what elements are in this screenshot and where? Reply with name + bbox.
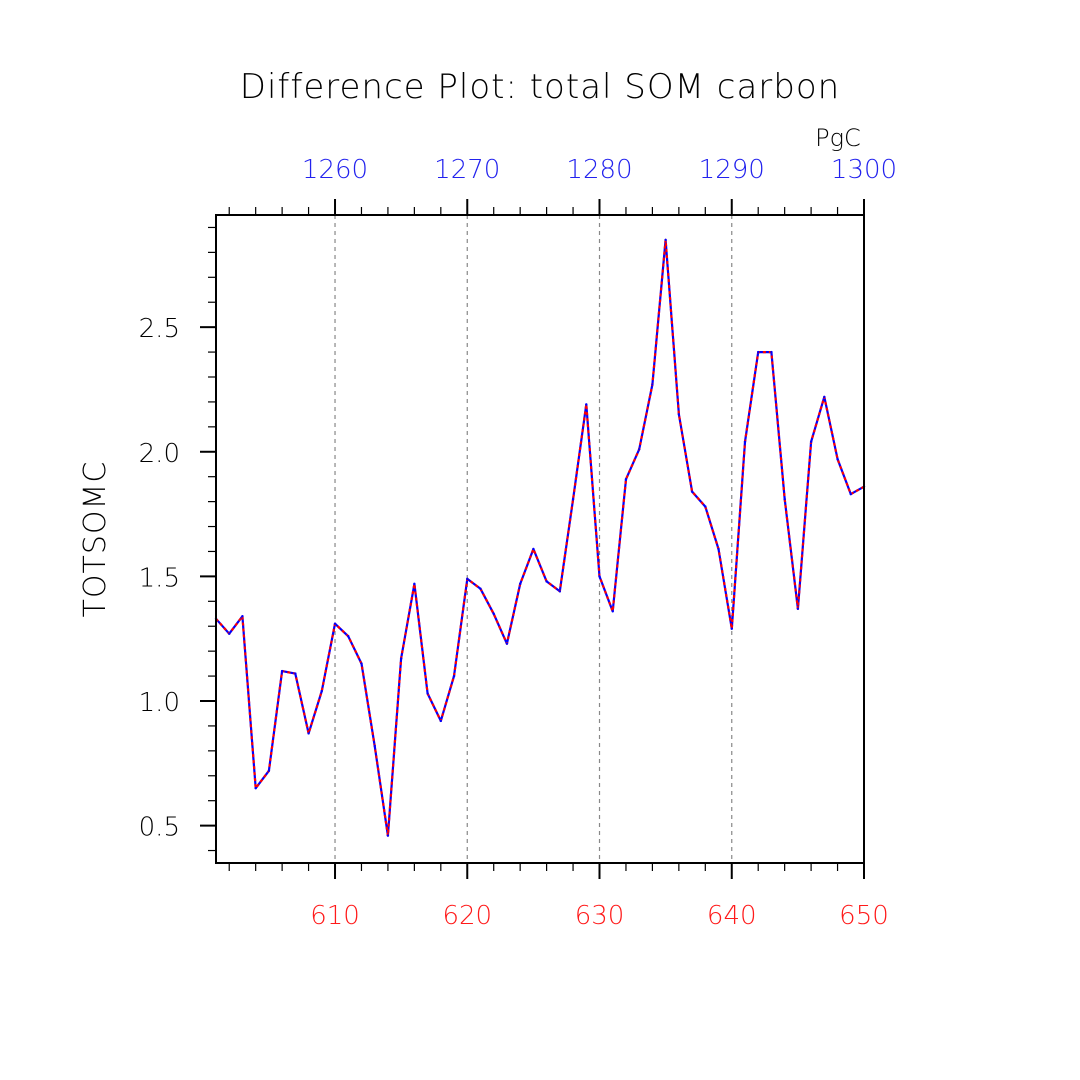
y-tick-label-2.5: 2.5 [139,314,180,344]
data-point-626 [545,580,548,583]
data-series [214,238,866,837]
data-point-602 [228,632,231,635]
data-point-616 [413,582,416,586]
y-tick-label-1.5: 1.5 [139,563,180,593]
data-point-631 [611,610,614,613]
top-tick-label-1260: 1260 [302,155,368,185]
data-point-624 [518,582,522,586]
data-point-611 [347,635,350,638]
data-point-612 [360,662,363,665]
data-point-618 [439,719,443,723]
top-tick-label-1270: 1270 [434,155,500,185]
top-axis-unit-label: PgC [815,124,861,152]
y-tick-label-1: 1.0 [139,688,180,718]
data-point-619 [452,674,456,678]
data-point-641 [743,440,747,443]
series-line-red-dashed [215,238,865,837]
y-tick-label-0.5: 0.5 [139,813,180,843]
data-point-629 [585,403,588,406]
data-point-627 [558,590,562,593]
data-point-613 [373,744,376,748]
data-point-617 [426,692,429,695]
chart-title: Difference Plot: total SOM carbon [240,67,840,107]
data-point-621 [479,587,482,591]
x-tick-label-630: 630 [575,901,625,931]
top-tick-label-1300: 1300 [831,155,897,185]
data-point-614 [386,834,390,837]
top-tick-label-1280: 1280 [566,155,632,185]
axis-ticks [200,199,865,879]
y-axis-label: TOTSOMC [78,461,113,618]
data-point-615 [399,657,403,660]
data-point-620 [466,577,469,581]
data-point-634 [651,383,654,386]
data-point-608 [307,732,310,735]
data-point-644 [783,497,786,501]
data-point-635 [664,238,667,242]
data-point-604 [254,787,257,790]
data-point-605 [267,769,271,772]
data-point-648 [836,458,839,461]
data-point-606 [280,669,284,673]
data-point-649 [849,492,852,496]
data-point-637 [690,490,694,493]
x-tick-label-610: 610 [310,901,360,931]
data-point-630 [598,575,601,578]
data-point-625 [532,547,535,551]
data-point-628 [571,497,575,501]
data-point-622 [492,612,495,615]
data-point-638 [704,505,707,508]
x-tick-label-620: 620 [442,901,492,931]
x-tick-label-650: 650 [839,901,889,931]
grid-lines [334,215,733,863]
data-point-607 [294,672,297,675]
y-tick-label-2: 2.0 [139,439,180,469]
plot-frame [215,214,865,864]
data-point-636 [677,413,681,416]
data-point-610 [333,622,337,625]
data-point-643 [770,350,773,354]
x-tick-label-640: 640 [707,901,757,931]
data-point-632 [624,477,628,481]
data-point-609 [320,689,323,693]
data-point-640 [730,627,733,630]
data-point-645 [796,607,800,610]
series-line-blue [215,238,865,837]
data-point-642 [757,350,760,354]
data-point-623 [505,642,509,645]
data-point-646 [809,440,813,443]
top-tick-label-1290: 1290 [699,155,765,185]
data-point-603 [241,615,244,618]
axis-tick-labels: 610 620 630 640 650 1260 1270 1280 1290 1300 0.5 1.… [139,155,897,931]
data-point-633 [637,448,641,451]
data-point-647 [823,395,826,399]
data-point-639 [717,547,720,551]
